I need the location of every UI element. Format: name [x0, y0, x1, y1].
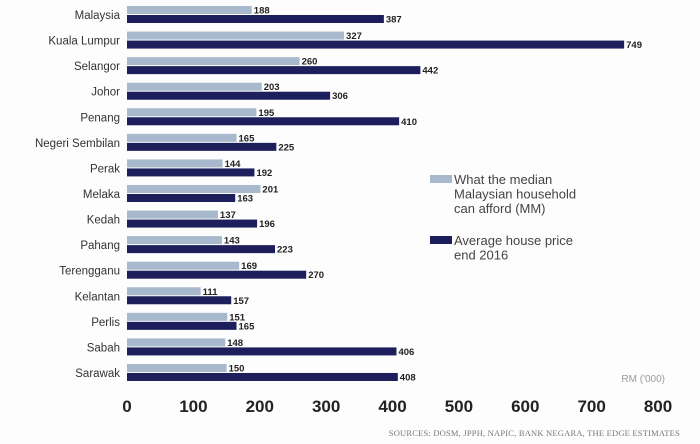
bar	[127, 142, 277, 151]
data-label: 169	[241, 261, 257, 272]
category-label: Pahang	[80, 240, 120, 252]
category-label: Perlis	[91, 317, 120, 329]
data-label: 442	[422, 66, 438, 77]
category-label: Kedah	[87, 215, 120, 227]
bar	[127, 133, 237, 142]
data-label: 150	[229, 363, 245, 374]
data-label: 192	[256, 168, 272, 179]
data-label: 260	[302, 57, 318, 68]
x-tick-label: 600	[511, 397, 539, 416]
data-label: 201	[262, 184, 279, 195]
category-label: Terengganu	[59, 266, 120, 278]
legend-label: Malaysian household	[454, 187, 576, 202]
bar	[127, 347, 397, 356]
data-label: 148	[227, 338, 243, 349]
data-label: 196	[259, 219, 275, 230]
bar	[127, 261, 240, 270]
x-tick-label: 500	[445, 397, 473, 416]
x-tick-label: 800	[644, 397, 672, 416]
bar	[127, 57, 300, 66]
data-label: 111	[203, 287, 219, 298]
data-label: 306	[332, 91, 348, 102]
bar	[127, 66, 421, 75]
bar	[127, 31, 345, 40]
bar	[127, 6, 252, 14]
data-label: 144	[225, 159, 242, 170]
legend-label: What the median	[454, 172, 552, 187]
bar	[127, 108, 257, 117]
data-label: 223	[277, 245, 293, 256]
category-label: Sarawak	[75, 368, 120, 380]
legend-label: end 2016	[454, 248, 508, 263]
unit-label: RM ('000)	[621, 374, 665, 385]
legend-swatch	[430, 175, 452, 183]
data-label: 143	[224, 236, 240, 247]
category-label: Perak	[90, 163, 120, 175]
bar	[127, 193, 236, 202]
category-label: Negeri Sembilan	[35, 138, 120, 150]
data-label: 165	[239, 321, 256, 332]
category-label: Johor	[91, 87, 120, 99]
category-label: Penang	[80, 112, 120, 124]
data-label: 749	[626, 40, 642, 51]
bar	[127, 82, 262, 91]
legend-label: can afford (MM)	[454, 201, 546, 216]
x-tick-label: 100	[179, 397, 207, 416]
bar	[127, 363, 227, 372]
category-label: Sabah	[87, 342, 120, 354]
data-label: 387	[386, 15, 402, 26]
data-label: 408	[400, 372, 416, 383]
x-tick-label: 0	[122, 397, 131, 416]
legend-swatch	[430, 236, 452, 244]
data-label: 203	[264, 82, 280, 93]
bar	[127, 91, 331, 100]
data-label: 137	[220, 210, 236, 221]
x-tick-label: 700	[577, 397, 605, 416]
bar	[127, 338, 226, 347]
bar	[127, 270, 307, 279]
data-label: 410	[401, 117, 417, 128]
data-label: 165	[239, 133, 256, 144]
data-label: 195	[258, 108, 275, 119]
bar	[127, 15, 384, 23]
bar	[127, 321, 237, 330]
bar	[127, 372, 398, 381]
bar	[127, 312, 228, 321]
data-label: 151	[229, 312, 246, 323]
bar	[127, 40, 625, 49]
bar	[127, 168, 255, 177]
source-note: SOURCES: DOSM, JPPH, NAPIC, BANK NEGARA,…	[389, 428, 680, 438]
x-tick-label: 200	[246, 397, 274, 416]
data-label: 327	[346, 31, 362, 42]
bar	[127, 184, 261, 193]
bar	[127, 236, 222, 245]
category-label: Selangor	[74, 61, 120, 73]
bar	[127, 159, 223, 168]
data-label: 225	[278, 142, 295, 153]
category-label: Kuala Lumpur	[48, 36, 120, 48]
data-label: 157	[233, 296, 249, 307]
category-label: Melaka	[83, 189, 121, 201]
bar	[127, 296, 232, 305]
bar	[127, 287, 201, 296]
data-label: 188	[254, 6, 270, 17]
x-tick-label: 300	[312, 397, 340, 416]
data-label: 270	[308, 270, 324, 281]
x-tick-label: 400	[378, 397, 406, 416]
category-label: Kelantan	[75, 291, 120, 303]
bar	[127, 210, 218, 219]
bar	[127, 219, 258, 228]
data-label: 406	[398, 347, 414, 358]
category-label: Malaysia	[75, 10, 121, 22]
data-label: 163	[237, 193, 253, 204]
bar	[127, 245, 276, 254]
legend-label: Average house price	[454, 233, 573, 248]
bar	[127, 117, 400, 126]
